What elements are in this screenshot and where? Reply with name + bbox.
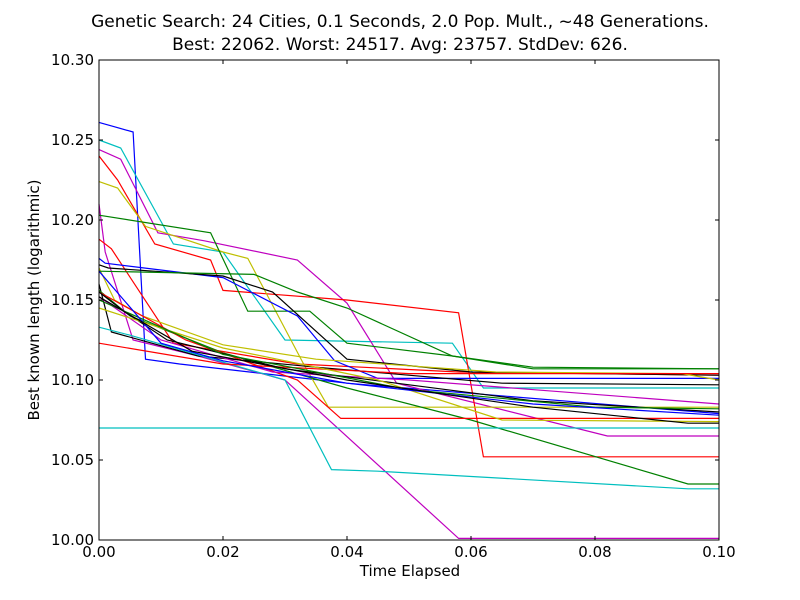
series-line-16 [98, 296, 720, 405]
y-tick-label: 10.20 [51, 211, 94, 229]
y-tick-label: 10.15 [51, 291, 94, 309]
plot-frame [98, 59, 720, 541]
chart-title-line-1: Genetic Search: 24 Cities, 0.1 Seconds, … [91, 12, 709, 32]
y-tick-label: 10.25 [51, 131, 94, 149]
series-line-7 [98, 214, 719, 370]
series-line-14 [98, 289, 719, 485]
y-tick-label: 10.30 [51, 51, 94, 69]
x-tick-label: 0.08 [578, 543, 611, 561]
series-line-1 [98, 121, 720, 415]
series-line-22 [98, 270, 720, 416]
x-tick-label: 0.02 [206, 543, 239, 561]
x-tick-label: 0.06 [454, 543, 487, 561]
series-line-10 [98, 264, 720, 376]
x-axis-label: Time Elapsed [359, 562, 461, 580]
x-tick-label: 0.00 [82, 543, 115, 561]
x-tick-label: 0.04 [330, 543, 363, 561]
series-line-19 [98, 342, 719, 375]
series-layer [98, 121, 720, 540]
series-line-17 [98, 326, 719, 490]
y-tick-label: 10.00 [51, 531, 94, 549]
chart-title-line-2: Best: 22062. Worst: 24517. Avg: 23757. S… [172, 35, 628, 55]
series-line-20 [98, 307, 720, 423]
series-line-9 [98, 257, 719, 379]
y-tick-label: 10.10 [51, 371, 94, 389]
series-line-15 [98, 291, 719, 419]
series-line-12 [98, 270, 720, 370]
x-tick-label: 0.10 [702, 543, 735, 561]
tick-layer: 0.00 0.02 0.04 0.06 0.08 0.10 10.00 10.05 10.10 1… [51, 51, 736, 561]
series-line-24 [98, 296, 719, 424]
series-line-3 [98, 149, 719, 437]
series-line-2 [98, 139, 719, 389]
y-tick-label: 10.05 [51, 451, 94, 469]
y-axis-label: Best known length (logarithmic) [25, 179, 43, 421]
series-line-4 [98, 155, 719, 458]
series-line-11 [98, 267, 720, 381]
